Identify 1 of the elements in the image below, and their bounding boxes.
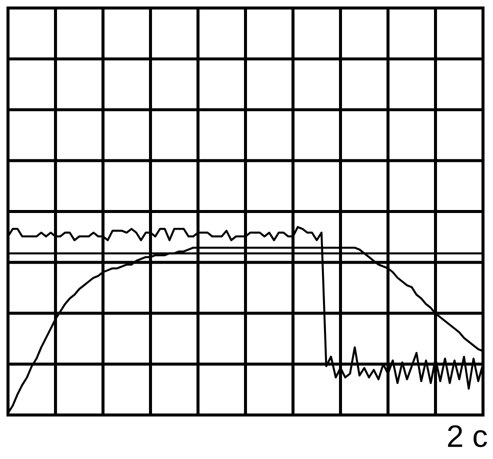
x-axis-title: 2 с bbox=[448, 425, 487, 448]
